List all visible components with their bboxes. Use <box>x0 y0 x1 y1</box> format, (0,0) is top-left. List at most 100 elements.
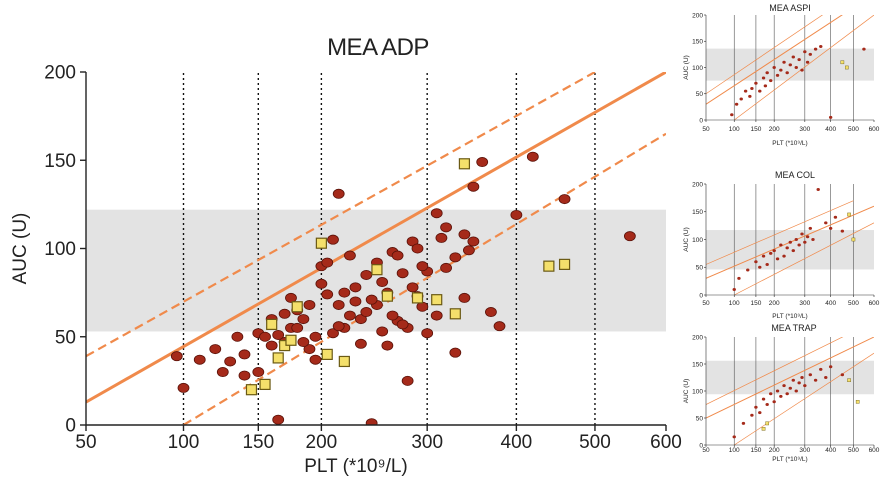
data-point <box>401 375 414 386</box>
y-tick-label: 150 <box>692 361 703 368</box>
data-point-square <box>543 260 555 272</box>
data-point <box>421 328 434 339</box>
data-point-square <box>765 421 769 426</box>
data-point <box>794 389 798 393</box>
y-tick-label: 200 <box>692 12 703 19</box>
x-tick-label: 50 <box>702 126 710 133</box>
data-point <box>765 403 769 406</box>
data-point <box>332 321 345 332</box>
data-point <box>743 89 748 93</box>
data-point <box>303 299 316 310</box>
data-point <box>449 252 462 263</box>
x-tick-label: 600 <box>869 447 880 454</box>
data-points <box>730 45 866 119</box>
data-point <box>315 278 328 289</box>
data-point-square <box>245 384 258 396</box>
x-tick-label: 300 <box>411 432 443 453</box>
data-point <box>819 367 823 371</box>
y-tick-label: 50 <box>696 415 704 422</box>
data-point <box>758 89 762 93</box>
x-tick-label: 600 <box>869 126 880 133</box>
data-point <box>775 389 780 393</box>
data-point <box>779 394 783 398</box>
y-axis-label: AUC (U) <box>683 55 690 80</box>
data-point <box>355 314 367 325</box>
data-point <box>365 294 378 305</box>
data-point <box>737 276 741 280</box>
lower-ci-line <box>182 132 666 425</box>
data-point <box>816 188 820 192</box>
y-tick-label: 100 <box>692 237 703 244</box>
data-point <box>231 331 244 342</box>
chart-title: MEA ADP <box>327 34 429 61</box>
data-point <box>772 249 776 253</box>
data-point-square <box>851 237 856 242</box>
data-point <box>558 194 571 205</box>
data-point <box>321 257 334 268</box>
data-point <box>754 405 758 409</box>
data-point <box>819 45 823 48</box>
data-point <box>800 376 804 379</box>
data-point-square <box>855 400 860 404</box>
data-point <box>779 243 783 247</box>
data-point <box>828 226 833 230</box>
data-point-square <box>847 212 851 217</box>
data-point <box>803 240 807 244</box>
data-point <box>785 246 789 250</box>
data-point <box>265 340 278 351</box>
data-point <box>808 52 813 56</box>
x-tick-label: 300 <box>799 126 810 133</box>
data-point <box>782 384 786 388</box>
x-tick-label: 600 <box>650 432 682 453</box>
upper-ci-line <box>706 337 844 405</box>
data-point <box>430 208 443 219</box>
y-tick-label: 100 <box>692 388 703 395</box>
data-point <box>813 47 818 51</box>
data-point <box>440 222 452 233</box>
x-tick-label: 200 <box>769 126 780 133</box>
y-tick-label: 150 <box>44 151 76 172</box>
data-point <box>761 254 766 258</box>
data-point <box>416 301 429 312</box>
data-point <box>435 232 448 243</box>
lower-ci-line <box>734 15 874 120</box>
data-point <box>811 238 815 241</box>
data-points <box>732 188 856 291</box>
x-tick-label: 600 <box>869 300 880 307</box>
data-point <box>272 329 285 340</box>
data-point <box>391 250 404 261</box>
data-point <box>791 249 795 253</box>
regression-line <box>86 72 666 404</box>
data-points <box>170 151 636 425</box>
y-tick-label: 50 <box>55 327 76 348</box>
lower-ci-line <box>734 222 874 295</box>
y-tick-label: 50 <box>696 265 704 272</box>
data-point <box>272 414 285 425</box>
x-tick-label: 150 <box>750 300 761 307</box>
data-point <box>355 338 367 349</box>
data-point <box>430 310 443 321</box>
data-point <box>797 58 801 62</box>
data-point <box>758 411 762 415</box>
data-point <box>297 337 310 348</box>
data-point <box>761 76 766 80</box>
data-point <box>170 351 183 362</box>
data-point <box>360 307 373 318</box>
data-point <box>278 308 291 319</box>
data-point <box>309 331 322 342</box>
data-point <box>476 157 489 168</box>
x-tick-label: 150 <box>750 447 761 454</box>
x-tick-label: 100 <box>729 447 740 454</box>
x-tick-label: 100 <box>729 126 740 133</box>
data-point <box>381 340 394 351</box>
data-point <box>739 97 743 101</box>
data-point <box>785 392 789 396</box>
y-tick-label: 0 <box>699 442 703 449</box>
data-point <box>406 282 419 293</box>
x-axis-label: PLT (*10⁹/L) <box>772 313 807 320</box>
x-axis-label: PLT (*10⁹/L) <box>304 456 408 477</box>
data-point <box>775 73 780 77</box>
data-point <box>309 354 322 365</box>
data-point <box>291 322 304 333</box>
